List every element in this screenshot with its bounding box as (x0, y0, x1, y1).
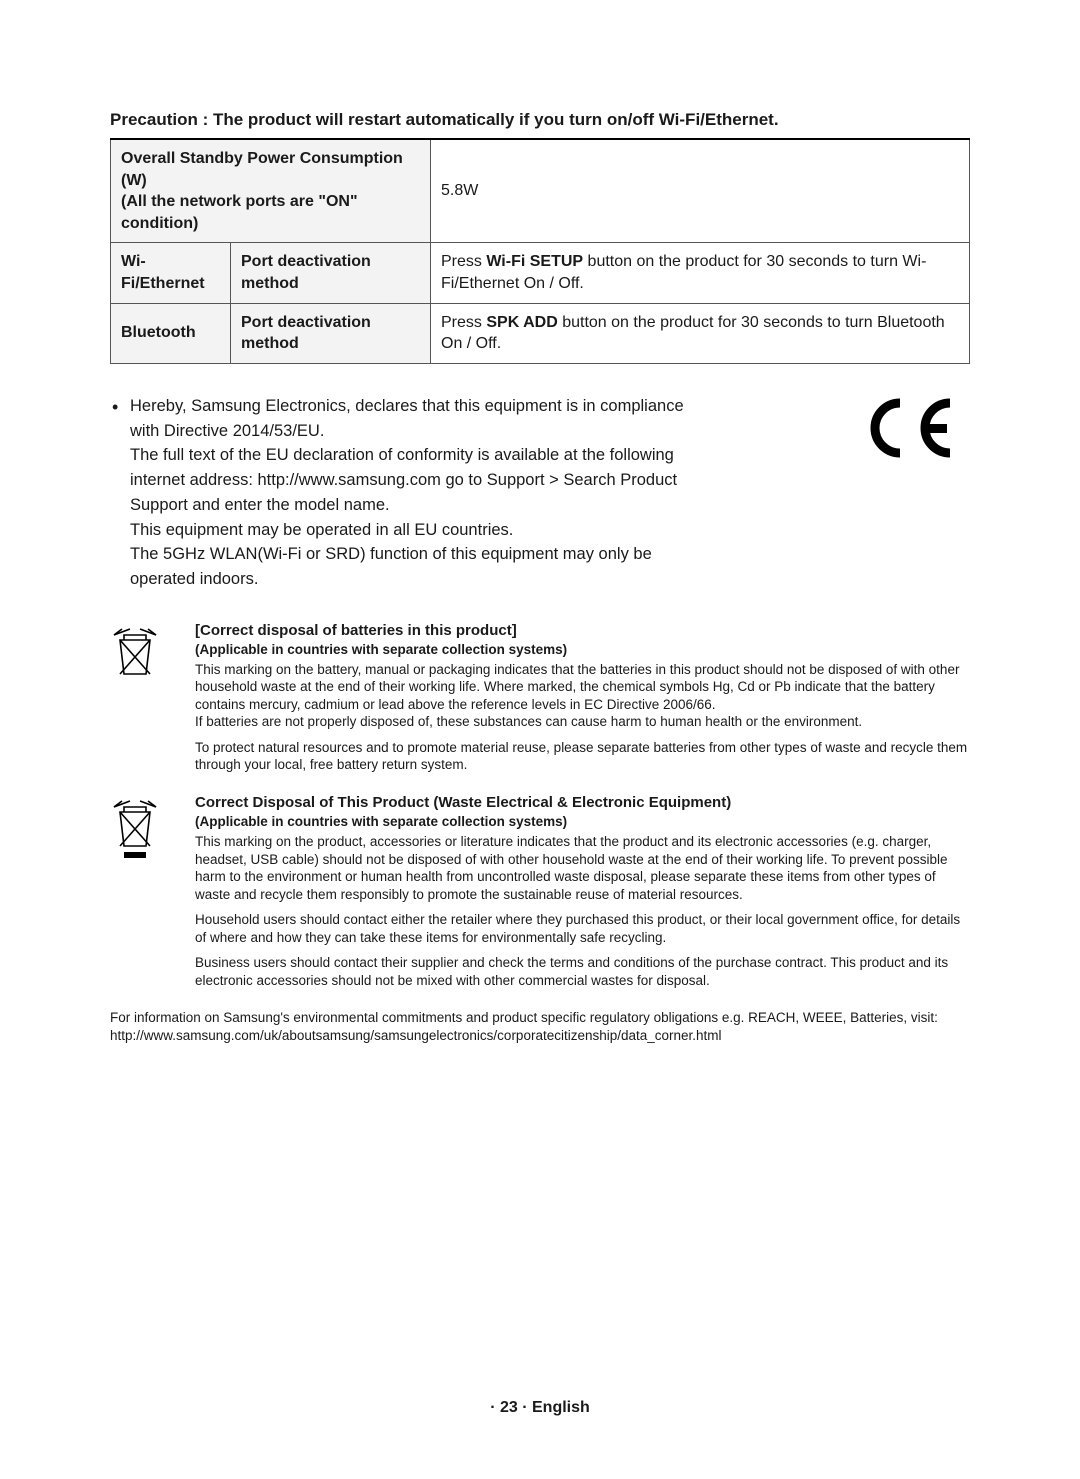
page-footer: · 23 · English (0, 1399, 1080, 1417)
compliance-text: Hereby, Samsung Electronics, declares th… (110, 394, 700, 592)
wifi-method-label-cell: Port deactivation method (231, 243, 431, 303)
battery-disposal-content: [Correct disposal of batteries in this p… (165, 622, 970, 782)
wifi-text-a: Press (441, 253, 486, 270)
standby-label-line1: Overall Standby Power Consumption (W) (121, 150, 403, 189)
battery-disposal-title: [Correct disposal of batteries in this p… (195, 622, 970, 639)
compliance-section: Hereby, Samsung Electronics, declares th… (110, 394, 970, 592)
battery-disposal-p2: If batteries are not properly disposed o… (195, 713, 970, 731)
bt-method-label-cell: Port deactivation method (231, 303, 431, 363)
weee-disposal-content: Correct Disposal of This Product (Waste … (165, 794, 970, 997)
wifi-label-cell: Wi-Fi/Ethernet (111, 243, 231, 303)
bt-text-a: Press (441, 314, 486, 331)
spec-table: Overall Standby Power Consumption (W) (A… (110, 140, 970, 364)
ce-mark-icon (860, 398, 960, 458)
standby-label-line2: (All the network ports are "ON" conditio… (121, 193, 358, 232)
battery-bin-icon (110, 622, 165, 782)
battery-disposal-p3: To protect natural resources and to prom… (195, 739, 970, 774)
weee-bin-icon (110, 794, 165, 997)
battery-disposal-section: [Correct disposal of batteries in this p… (110, 622, 970, 782)
battery-disposal-p1: This marking on the battery, manual or p… (195, 661, 970, 714)
weee-disposal-sub: (Applicable in countries with separate c… (195, 814, 970, 829)
weee-disposal-title: Correct Disposal of This Product (Waste … (195, 794, 970, 811)
table-row: Bluetooth Port deactivation method Press… (111, 303, 970, 363)
table-row: Overall Standby Power Consumption (W) (A… (111, 140, 970, 243)
battery-disposal-sub: (Applicable in countries with separate c… (195, 642, 970, 657)
standby-value-cell: 5.8W (431, 140, 970, 243)
weee-disposal-p3: Business users should contact their supp… (195, 954, 970, 989)
compliance-p3: This equipment may be operated in all EU… (130, 518, 700, 543)
wifi-text-bold: Wi-Fi SETUP (486, 253, 583, 270)
compliance-p1: Hereby, Samsung Electronics, declares th… (130, 397, 684, 440)
compliance-p4: The 5GHz WLAN(Wi-Fi or SRD) function of … (130, 542, 700, 592)
compliance-bullet: Hereby, Samsung Electronics, declares th… (130, 394, 700, 444)
wifi-method-value-cell: Press Wi-Fi SETUP button on the product … (431, 243, 970, 303)
environmental-note: For information on Samsung's environment… (110, 1009, 970, 1044)
bt-text-bold: SPK ADD (486, 314, 557, 331)
table-row: Wi-Fi/Ethernet Port deactivation method … (111, 243, 970, 303)
weee-disposal-p1: This marking on the product, accessories… (195, 833, 970, 903)
precaution-heading: Precaution : The product will restart au… (110, 110, 970, 140)
weee-disposal-p2: Household users should contact either th… (195, 911, 970, 946)
compliance-p2: The full text of the EU declaration of c… (130, 443, 700, 517)
bt-label-cell: Bluetooth (111, 303, 231, 363)
bt-method-value-cell: Press SPK ADD button on the product for … (431, 303, 970, 363)
weee-disposal-section: Correct Disposal of This Product (Waste … (110, 794, 970, 997)
standby-label-cell: Overall Standby Power Consumption (W) (A… (111, 140, 431, 243)
